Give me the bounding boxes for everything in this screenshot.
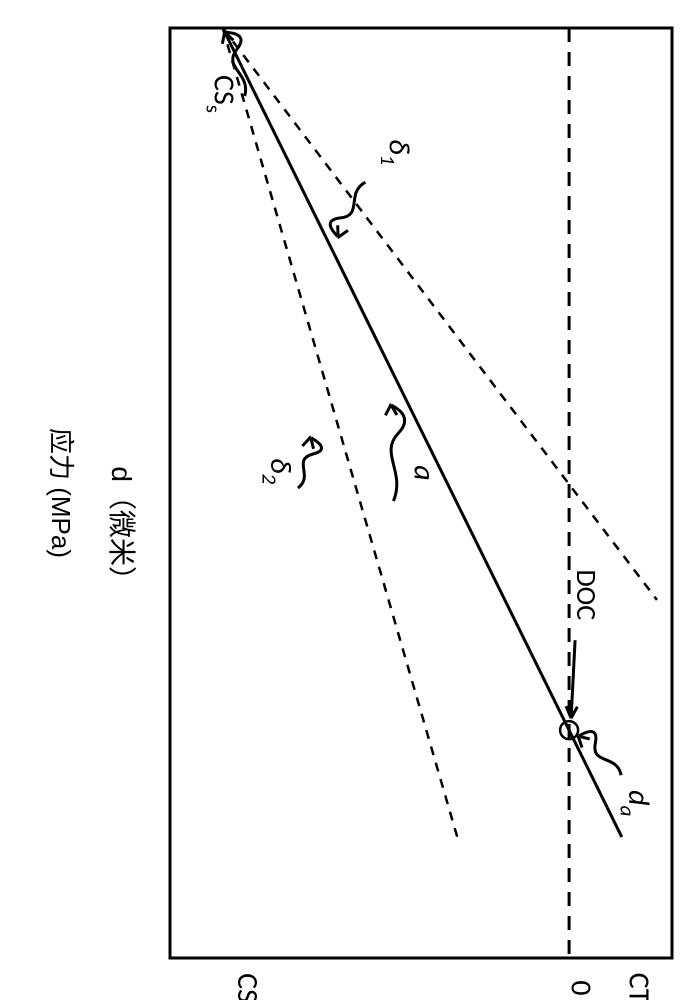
stress-axis-title: 应力 (MPa) bbox=[46, 428, 76, 558]
stress-depth-chart: CS0CT应力 (MPa)d（微米）CSsδ1δ2aDOCda bbox=[0, 0, 700, 1000]
tick-CS: CS bbox=[229, 973, 266, 1000]
label-DOC: DOC bbox=[569, 569, 604, 620]
label-a: a bbox=[405, 465, 442, 480]
depth-axis-title: d（微米） bbox=[106, 466, 137, 594]
plot-border bbox=[170, 28, 672, 958]
tick-0: 0 bbox=[563, 980, 600, 995]
tick-CT: CT bbox=[620, 973, 657, 1000]
